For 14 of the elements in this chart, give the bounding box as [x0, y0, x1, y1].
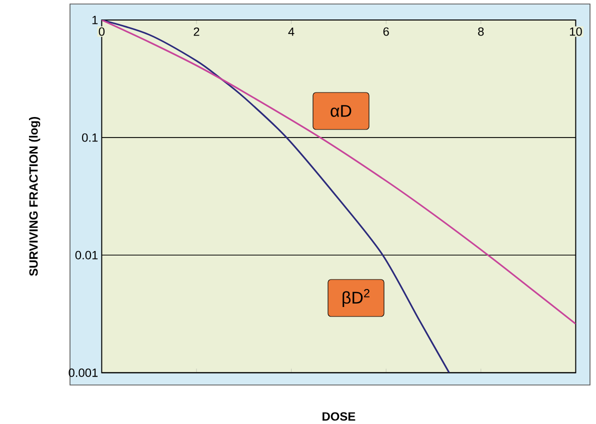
y-tick-label: 1 [92, 16, 98, 24]
x-tick-label: 4 [288, 28, 294, 36]
y-tick-label: 0.01 [75, 250, 98, 260]
x-tick-label: 6 [383, 27, 389, 36]
annotation: αD [330, 105, 352, 117]
x-tick-label: 2 [194, 27, 200, 36]
y-tick-label: 0.1 [82, 133, 98, 142]
annotation: βD$^{2}$ [342, 288, 370, 308]
y-axis-title: SURVIVING FRACTION (log) [28, 117, 40, 276]
x-tick-label: 8 [478, 27, 484, 36]
x-tick-label: 0 [98, 27, 105, 36]
y-tick-label: 0.001 [68, 368, 98, 377]
x-tick-label: 10 [570, 27, 582, 36]
x-axis-title: DOSE [322, 412, 356, 421]
